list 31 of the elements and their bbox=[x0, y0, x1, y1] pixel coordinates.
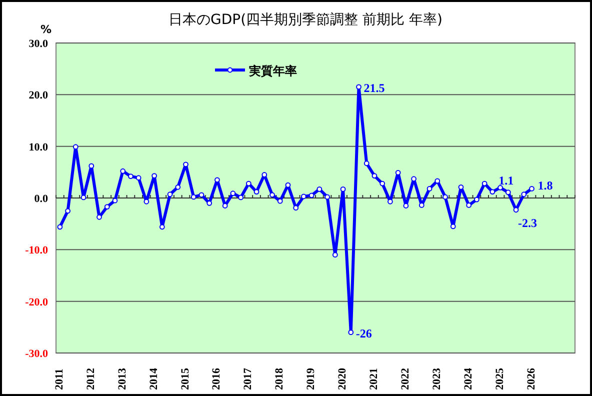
x-tick-label: 2011 bbox=[53, 368, 66, 390]
x-tick-label: 2017 bbox=[242, 368, 254, 390]
x-tick-label: 2012 bbox=[84, 368, 97, 390]
y-tick-label: -30.0 bbox=[25, 348, 48, 360]
x-tick-label: 2025 bbox=[494, 368, 506, 390]
chart-title: 日本のGDP(四半期別季節調整 前期比 年率) bbox=[168, 12, 442, 28]
y-tick-label: 20.0 bbox=[28, 90, 48, 102]
data-label: 21.5 bbox=[364, 80, 385, 95]
x-tick-label: 2023 bbox=[430, 368, 443, 390]
data-label: -2.3 bbox=[518, 216, 538, 230]
x-tick-label: 2022 bbox=[399, 368, 412, 390]
x-tick-label: 2020 bbox=[336, 368, 349, 390]
x-tick-label: 2024 bbox=[462, 368, 474, 390]
data-label: -26 bbox=[356, 326, 372, 340]
y-axis-title: % bbox=[40, 23, 52, 36]
data-label: 1.1 bbox=[498, 173, 514, 188]
y-tick-label: -10.0 bbox=[25, 244, 48, 257]
x-tick-label: 2013 bbox=[116, 368, 128, 390]
x-tick-label: 2014 bbox=[148, 368, 160, 390]
x-tick-label: 2016 bbox=[210, 368, 223, 390]
x-tick-label: 2026 bbox=[525, 368, 538, 390]
y-tick-label: -20.0 bbox=[25, 296, 48, 308]
legend-label: 実質年率 bbox=[248, 64, 297, 78]
x-tick-label: 2015 bbox=[179, 368, 192, 390]
y-tick-label: 0.0 bbox=[34, 193, 48, 205]
data-label: 1.8 bbox=[538, 178, 553, 193]
y-tick-label: 30.0 bbox=[28, 38, 48, 50]
x-tick-label: 2018 bbox=[274, 368, 286, 390]
y-tick-label: 10.0 bbox=[28, 141, 48, 154]
x-tick-label: 2021 bbox=[368, 368, 380, 390]
x-tick-label: 2019 bbox=[305, 368, 318, 390]
